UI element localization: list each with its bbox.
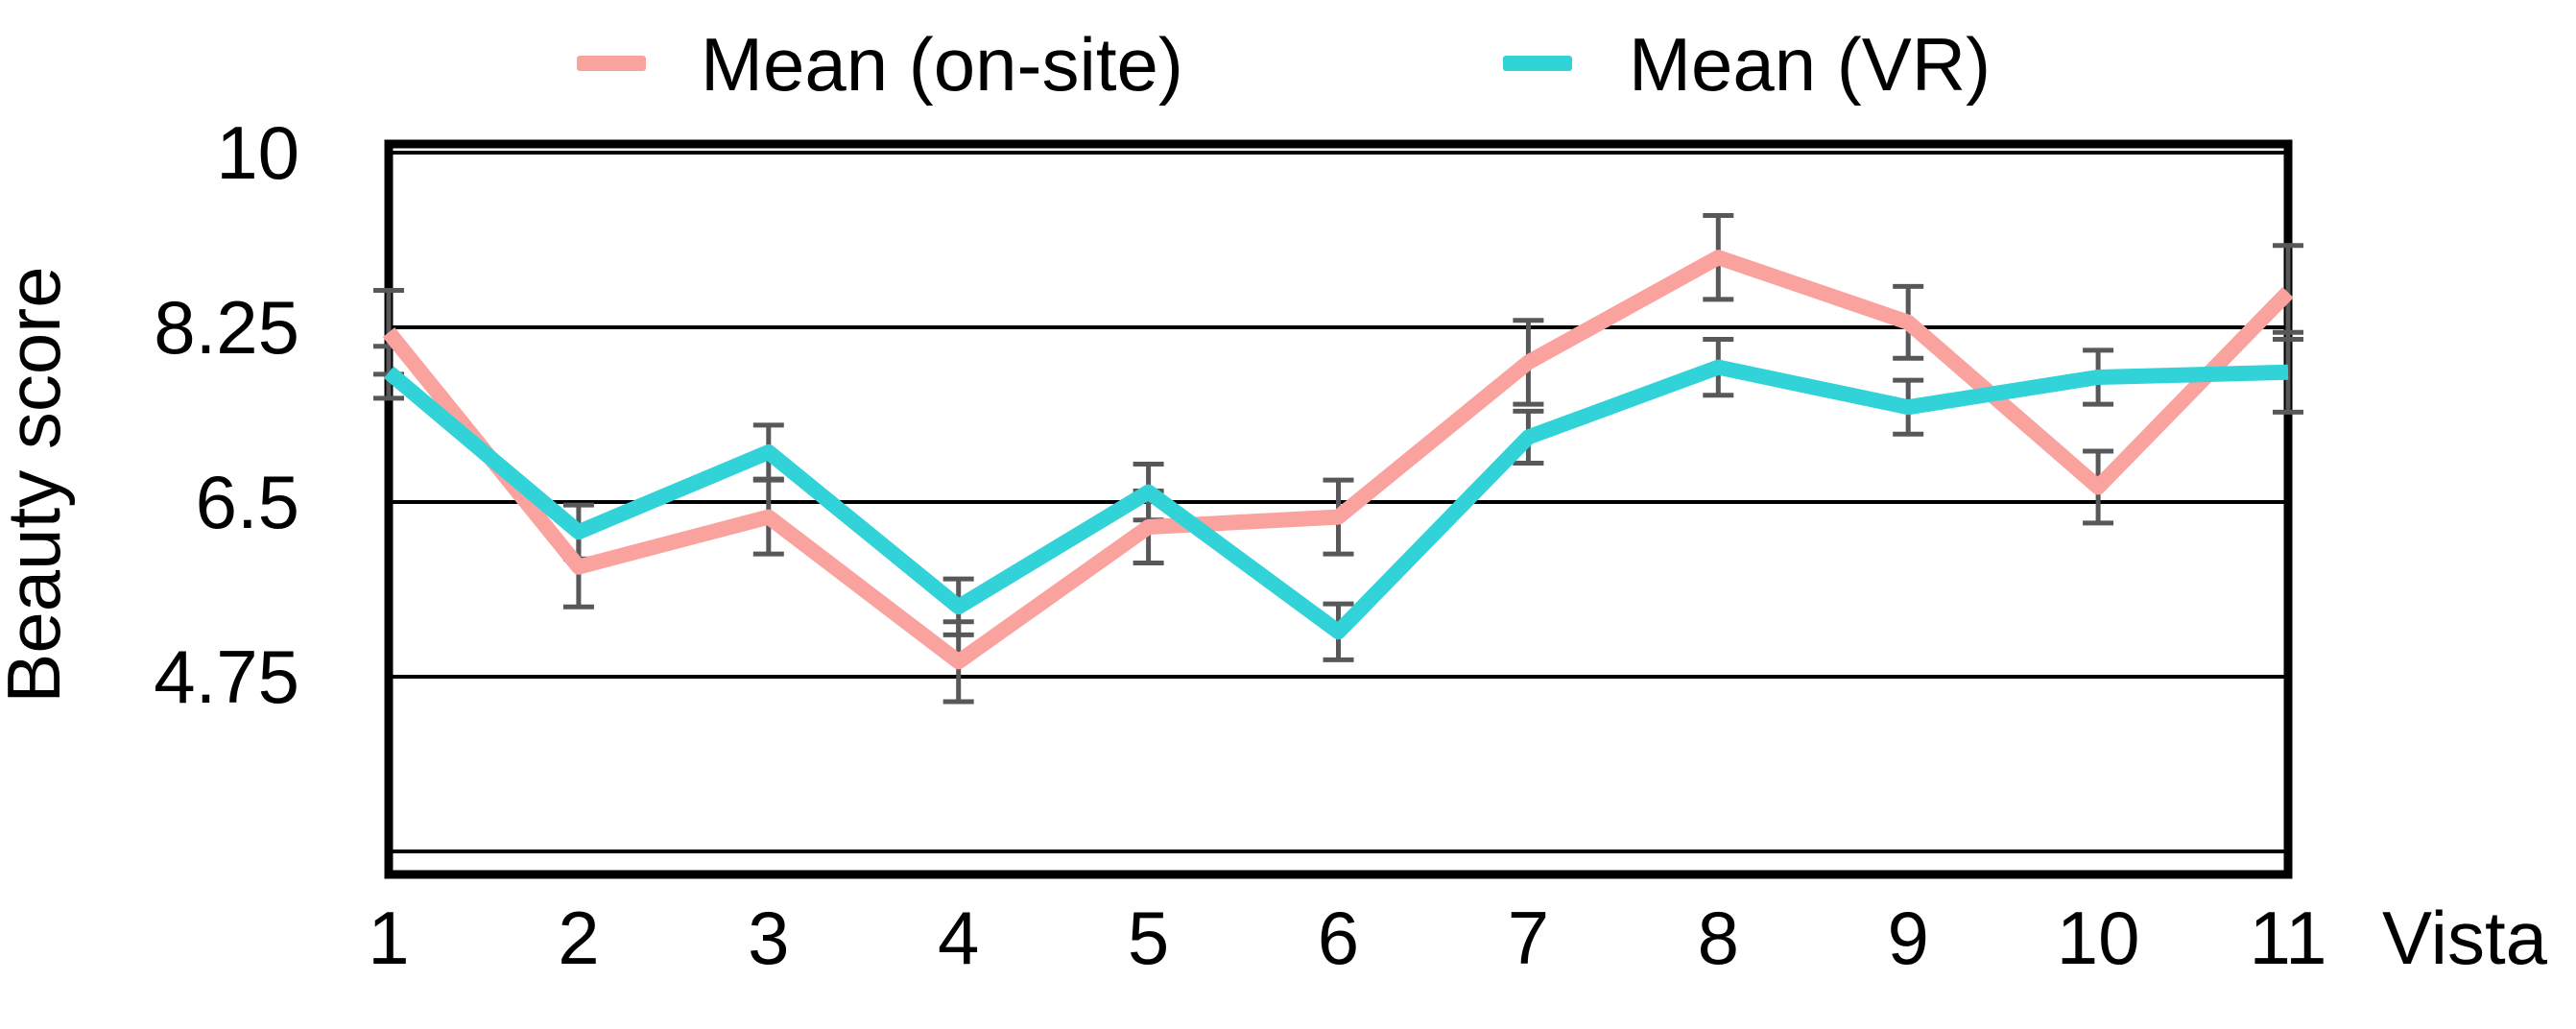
- x-tick-label: 6: [1318, 896, 1359, 980]
- x-axis-labels: 1 2 3 4 5 6 7 8 9 10 11: [368, 896, 2326, 980]
- legend-label-onsite: Mean (on-site): [701, 22, 1183, 107]
- x-tick-label: 1: [368, 896, 409, 980]
- x-tick-label: 7: [1508, 896, 1549, 980]
- legend-label-vr: Mean (VR): [1629, 22, 1991, 107]
- x-tick-label: 8: [1698, 896, 1739, 980]
- x-tick-label: 11: [2250, 896, 2327, 980]
- y-axis-labels: 10 8.25 6.5 4.75: [154, 110, 299, 719]
- x-tick-label: 4: [938, 896, 979, 980]
- series-line-vr: [383, 359, 2289, 640]
- legend-swatch-vr: [1503, 56, 1572, 71]
- x-tick-label: 5: [1128, 896, 1169, 980]
- y-tick-label: 6.5: [196, 460, 299, 544]
- plot-frame: [384, 139, 2293, 879]
- y-tick-label: 10: [216, 110, 299, 195]
- y-tick-label: 4.75: [154, 634, 299, 719]
- x-axis-title: Vista: [2382, 896, 2548, 980]
- x-tick-label: 2: [558, 896, 599, 980]
- x-tick-label: 10: [2057, 896, 2140, 980]
- legend-swatch-onsite: [577, 56, 646, 71]
- x-tick-label: 9: [1888, 896, 1929, 980]
- series-line-onsite: [382, 250, 2294, 670]
- y-tick-label: 8.25: [154, 285, 299, 370]
- legend: Mean (on-site) Mean (VR): [577, 22, 1991, 107]
- y-axis-title: Beauty score: [0, 266, 76, 703]
- x-tick-label: 3: [748, 896, 789, 980]
